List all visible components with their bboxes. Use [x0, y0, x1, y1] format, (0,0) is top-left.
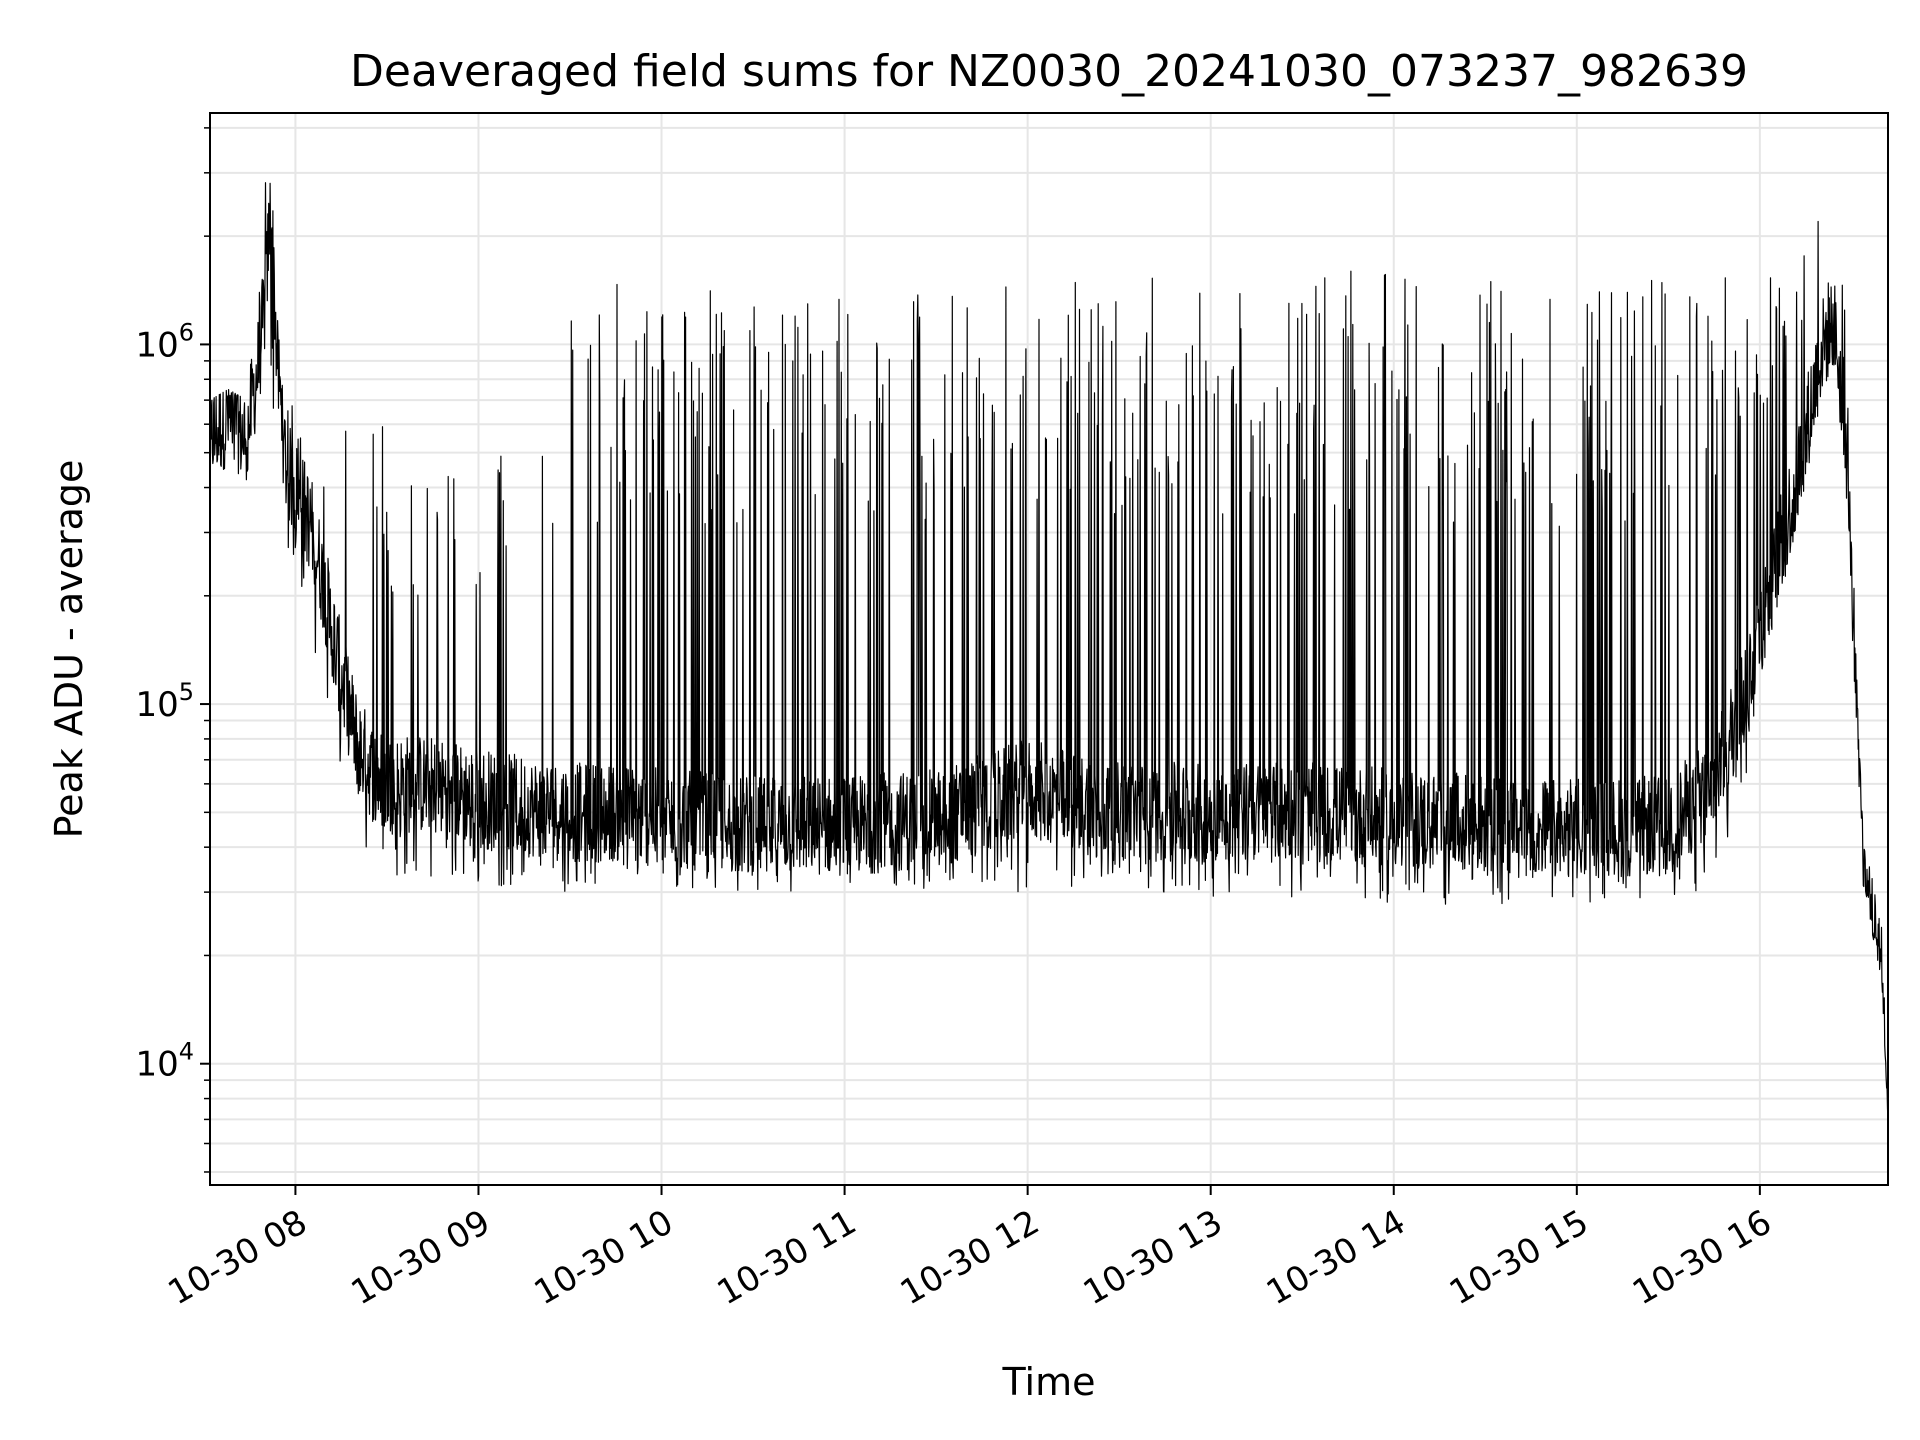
series-line: [209, 182, 1889, 1120]
y-axis: 104 105 106: [135, 127, 210, 1173]
plot-frame: [209, 112, 1889, 1186]
y-tick-label: 105: [135, 678, 194, 725]
plot-area: [210, 113, 1888, 1185]
y-axis-label: Peak ADU - average: [47, 460, 91, 839]
chart-title: Deaveraged field sums for NZ0030_2024103…: [350, 46, 1748, 97]
series-layer: [209, 182, 1889, 1120]
x-axis-label: Time: [1002, 1360, 1096, 1404]
y-tick-label: 106: [135, 318, 194, 365]
y-tick-label: 104: [135, 1038, 194, 1085]
